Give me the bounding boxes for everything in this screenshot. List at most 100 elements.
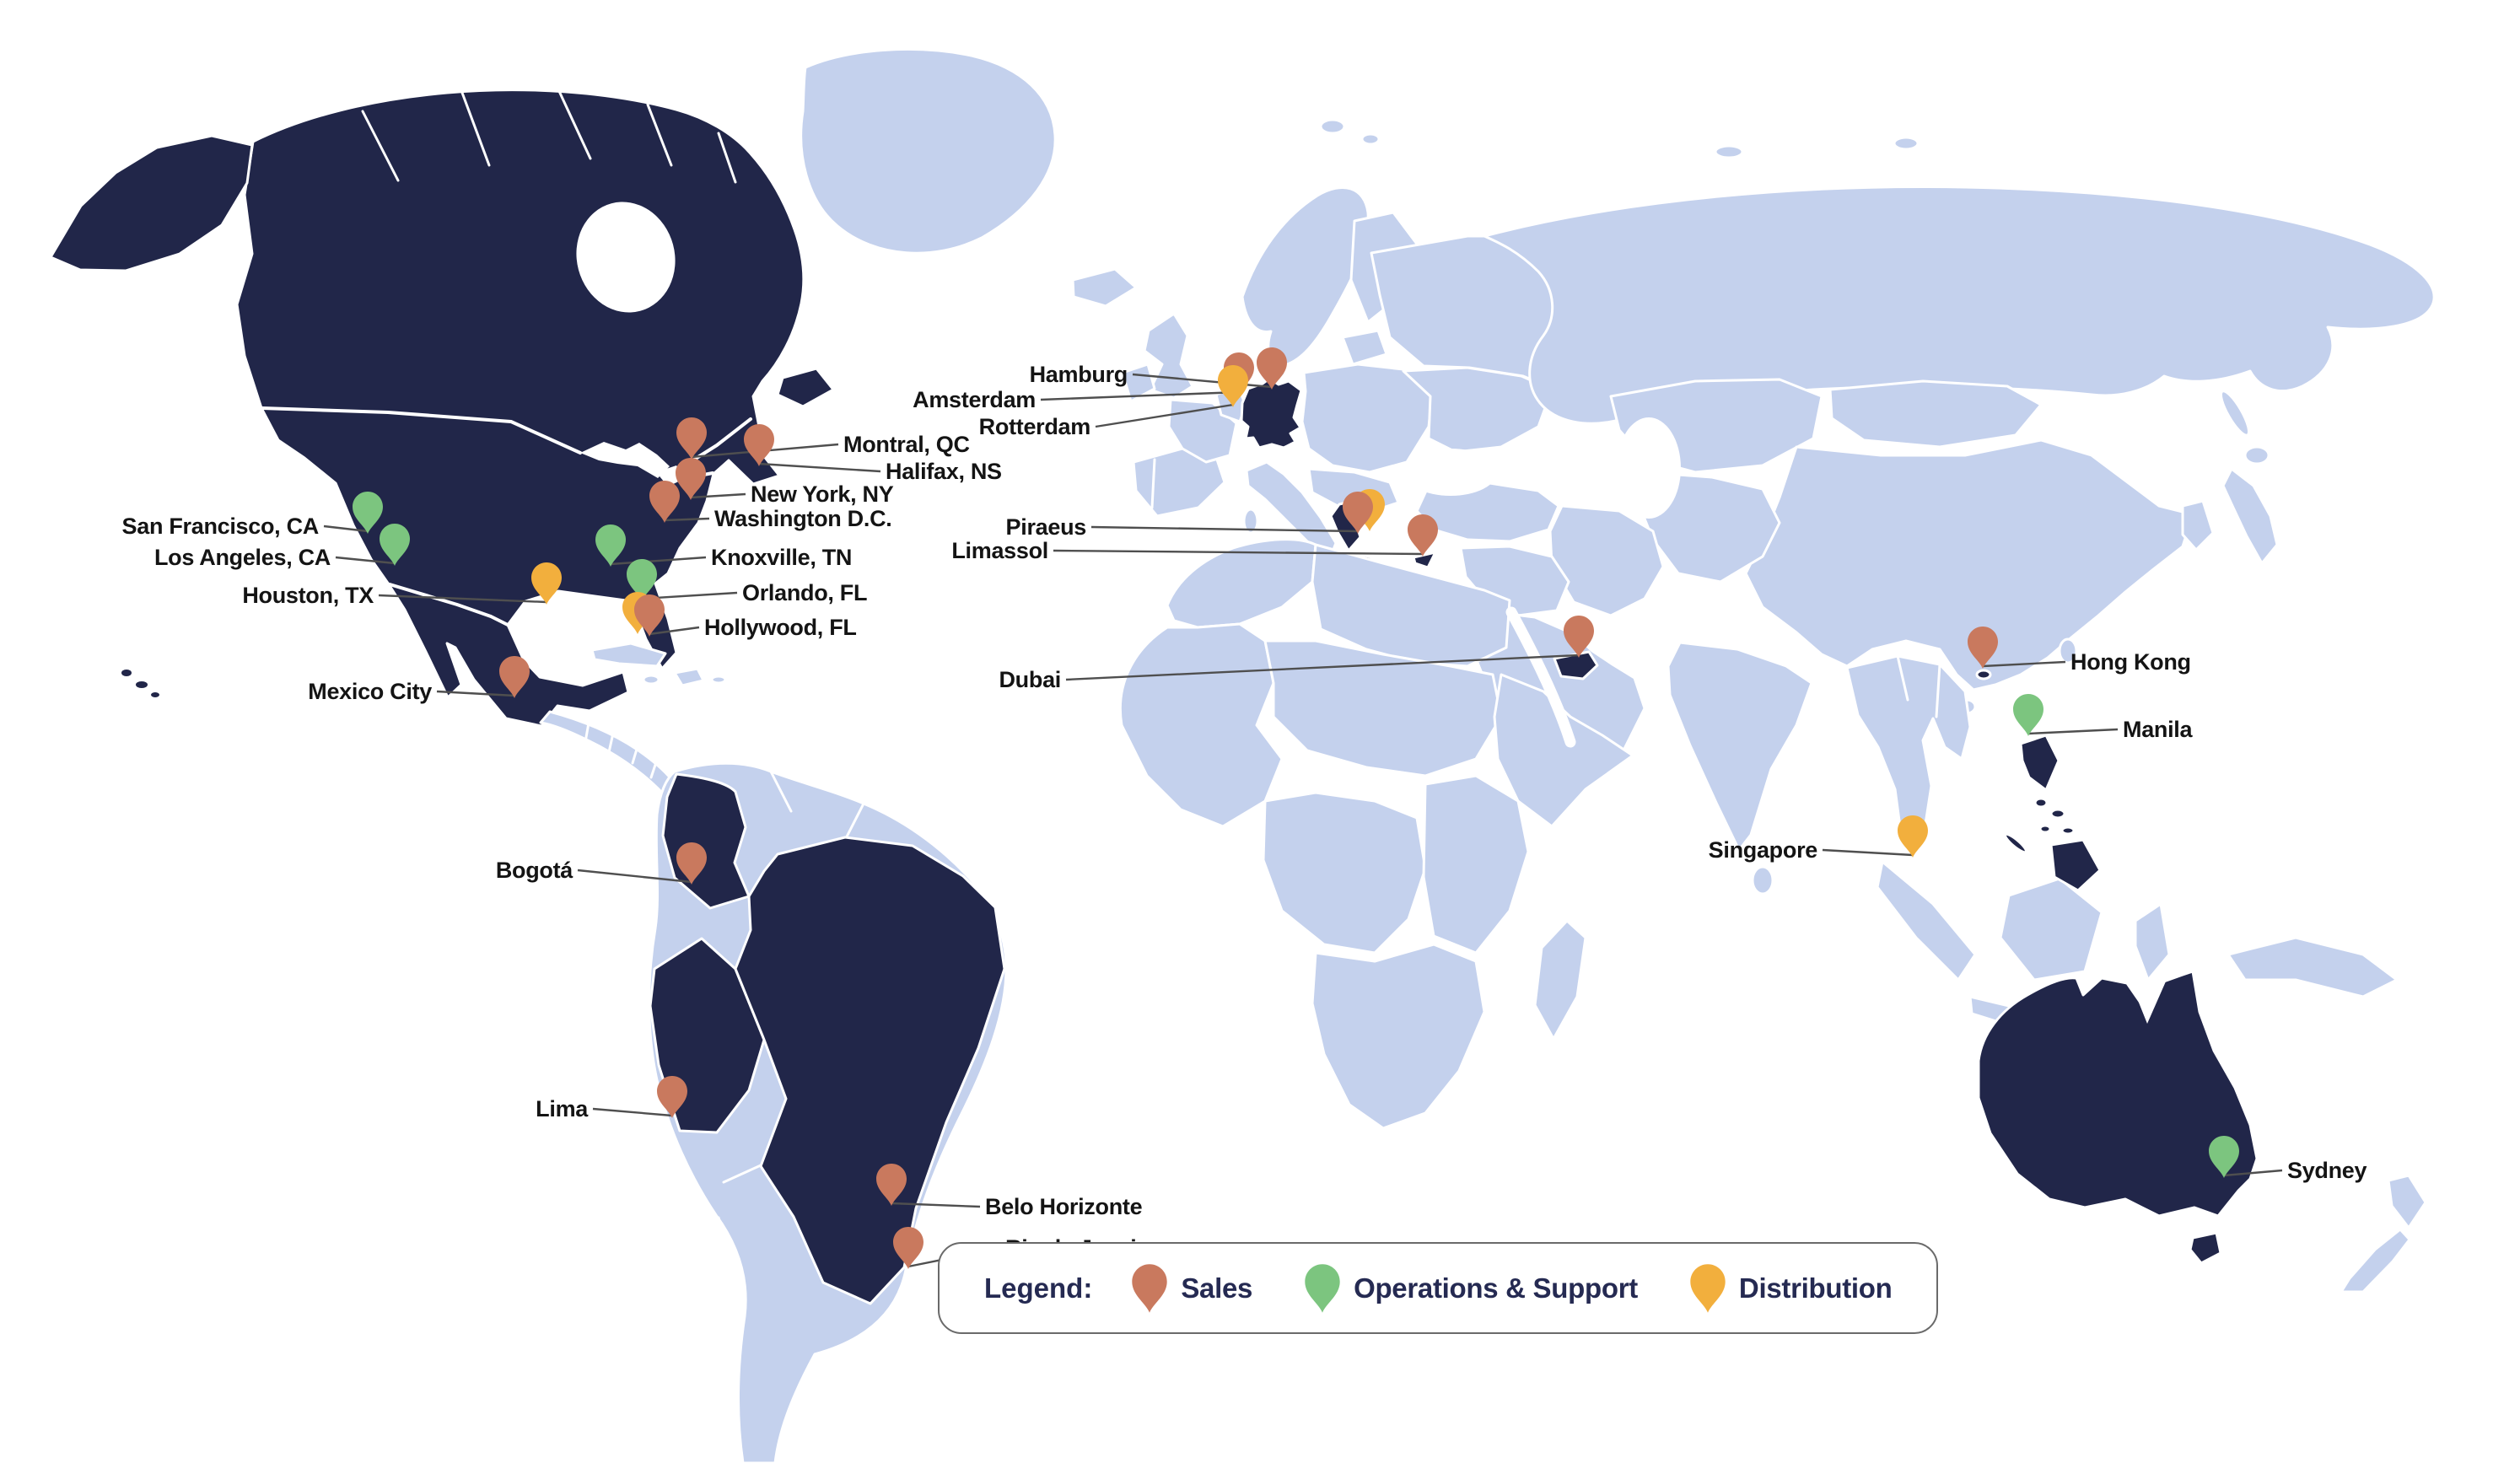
leader-line-limassol — [1053, 549, 1424, 556]
map-pin-houston-distribution[interactable] — [531, 562, 562, 605]
map-layer — [49, 48, 2436, 1463]
map-pin-lima-sales[interactable] — [657, 1076, 687, 1118]
leader-line-hong-kong — [1982, 660, 2066, 668]
map-pin-rio-de-janeiro-sales[interactable] — [893, 1227, 923, 1269]
southern-africa — [1311, 943, 1486, 1130]
map-label-hamburg: Hamburg — [1030, 362, 1128, 387]
leader-line-sydney — [2223, 1169, 2283, 1177]
map-pin-new-york-sales[interactable] — [676, 458, 706, 500]
map-pin-singapore-distribution[interactable] — [1898, 815, 1928, 858]
map-label-san-francisco: San Francisco, CA — [122, 514, 319, 539]
tasmania — [2189, 1231, 2222, 1265]
country-uae — [1553, 650, 1599, 680]
map-pin-mexico-city-sales[interactable] — [499, 656, 530, 698]
map-pin-dubai-sales[interactable] — [1564, 616, 1594, 658]
legend-pin-icon-distribution — [1690, 1263, 1726, 1313]
legend-item-operations: Operations & Support — [1303, 1261, 1638, 1316]
map-pin-los-angeles-operations[interactable] — [380, 524, 410, 566]
map-pin-hamburg-sales[interactable] — [1257, 347, 1287, 390]
leader-line-manila — [2027, 728, 2119, 735]
libya-egypt — [1311, 543, 1511, 668]
map-pin-orlando-operations[interactable] — [627, 559, 657, 601]
map-pin-bogota-sales[interactable] — [676, 842, 707, 885]
baltics — [1341, 329, 1388, 366]
central-america — [539, 710, 676, 795]
map-pin-montreal-sales[interactable] — [676, 417, 707, 460]
map-pin-limassol-sales[interactable] — [1408, 514, 1438, 557]
leader-line-los-angeles — [335, 556, 396, 565]
map-label-washington-dc: Washington D.C. — [714, 506, 891, 531]
red-sea — [1505, 606, 1576, 748]
legend-item-label: Operations & Support — [1354, 1272, 1638, 1304]
map-pin-knoxville-operations[interactable] — [595, 524, 626, 567]
map-pin-hong-kong-sales[interactable] — [1968, 627, 1998, 669]
map-label-lima: Lima — [536, 1096, 589, 1121]
hudson-bay — [576, 202, 676, 313]
svalbard-2 — [1360, 132, 1381, 146]
arctic-island-a — [1714, 144, 1744, 159]
map-label-amsterdam: Amsterdam — [913, 387, 1036, 412]
black-sea — [1404, 449, 1497, 496]
map-label-mexico-city: Mexico City — [308, 679, 432, 704]
scandinavia — [1241, 186, 1370, 367]
leader-line-mexico-city — [436, 690, 515, 697]
hawaii — [121, 670, 159, 697]
legend-item-sales: Sales — [1130, 1261, 1252, 1316]
map-pin-halifax-sales[interactable] — [744, 424, 774, 466]
borneo — [1999, 877, 2103, 982]
map-pin-piraeus-sales[interactable] — [1343, 492, 1373, 534]
legend-item-label: Sales — [1181, 1272, 1253, 1304]
leader-line-new-york — [690, 492, 746, 499]
korea — [2181, 499, 2215, 551]
map-pin-manila-operations[interactable] — [2013, 694, 2043, 736]
portugal-border — [1150, 458, 1156, 509]
map-pin-sydney-operations[interactable] — [2209, 1136, 2239, 1178]
map-pin-belo-horizonte-sales[interactable] — [876, 1164, 907, 1206]
map-label-dubai: Dubai — [999, 667, 1061, 692]
arctic-island-channels — [361, 88, 737, 184]
map-label-orlando: Orlando, FL — [742, 580, 867, 605]
map-pin-san-francisco-operations[interactable] — [353, 492, 383, 534]
japan — [2221, 467, 2279, 565]
sakhalin — [2219, 390, 2251, 437]
legend-title: Legend: — [984, 1272, 1093, 1304]
congo — [1262, 791, 1427, 955]
west-africa — [1118, 622, 1284, 828]
map-pin-rotterdam-distribution[interactable] — [1218, 365, 1248, 407]
map-labels-layer: San Francisco, CA Los Angeles, CA Houston,… — [122, 362, 2367, 1261]
leader-line-piraeus — [1090, 525, 1359, 533]
country-brazil — [734, 836, 1006, 1305]
map-pin-hollywood-sales[interactable] — [634, 594, 665, 637]
map-label-sydney: Sydney — [2287, 1158, 2367, 1183]
leader-line-hollywood — [649, 626, 700, 636]
leader-line-belo-horizonte — [891, 1202, 981, 1208]
east-africa — [1422, 774, 1530, 955]
new-guinea — [2227, 936, 2399, 998]
country-germany — [1240, 377, 1303, 449]
jamaica — [642, 674, 660, 686]
map-label-manila: Manila — [2123, 717, 2194, 742]
country-philippines — [2003, 734, 2102, 892]
sahel-sudan — [1263, 639, 1503, 777]
sales-pin-glyph — [1132, 1263, 1168, 1313]
map-label-los-angeles: Los Angeles, CA — [154, 545, 331, 570]
map-pin-washington-dc-sales[interactable] — [649, 481, 680, 523]
iran — [1548, 504, 1665, 617]
ireland — [1121, 363, 1156, 403]
us-mexico-border — [388, 583, 509, 627]
india — [1667, 641, 1813, 852]
legend-pin-icon-operations — [1305, 1263, 1340, 1313]
new-zealand-north — [2387, 1174, 2427, 1229]
hokkaido — [2243, 445, 2270, 465]
map-label-new-york: New York, NY — [751, 481, 894, 507]
taiwan — [2058, 637, 2078, 664]
leader-line-hamburg — [1132, 373, 1273, 389]
map-label-bogota: Bogotá — [496, 858, 573, 883]
leader-line-houston — [378, 594, 547, 604]
svalbard — [1319, 118, 1346, 135]
legend-item-label: Distribution — [1738, 1272, 1893, 1304]
great-lakes — [580, 442, 670, 478]
sulawesi — [2134, 902, 2171, 982]
leader-line-san-francisco — [323, 524, 369, 533]
